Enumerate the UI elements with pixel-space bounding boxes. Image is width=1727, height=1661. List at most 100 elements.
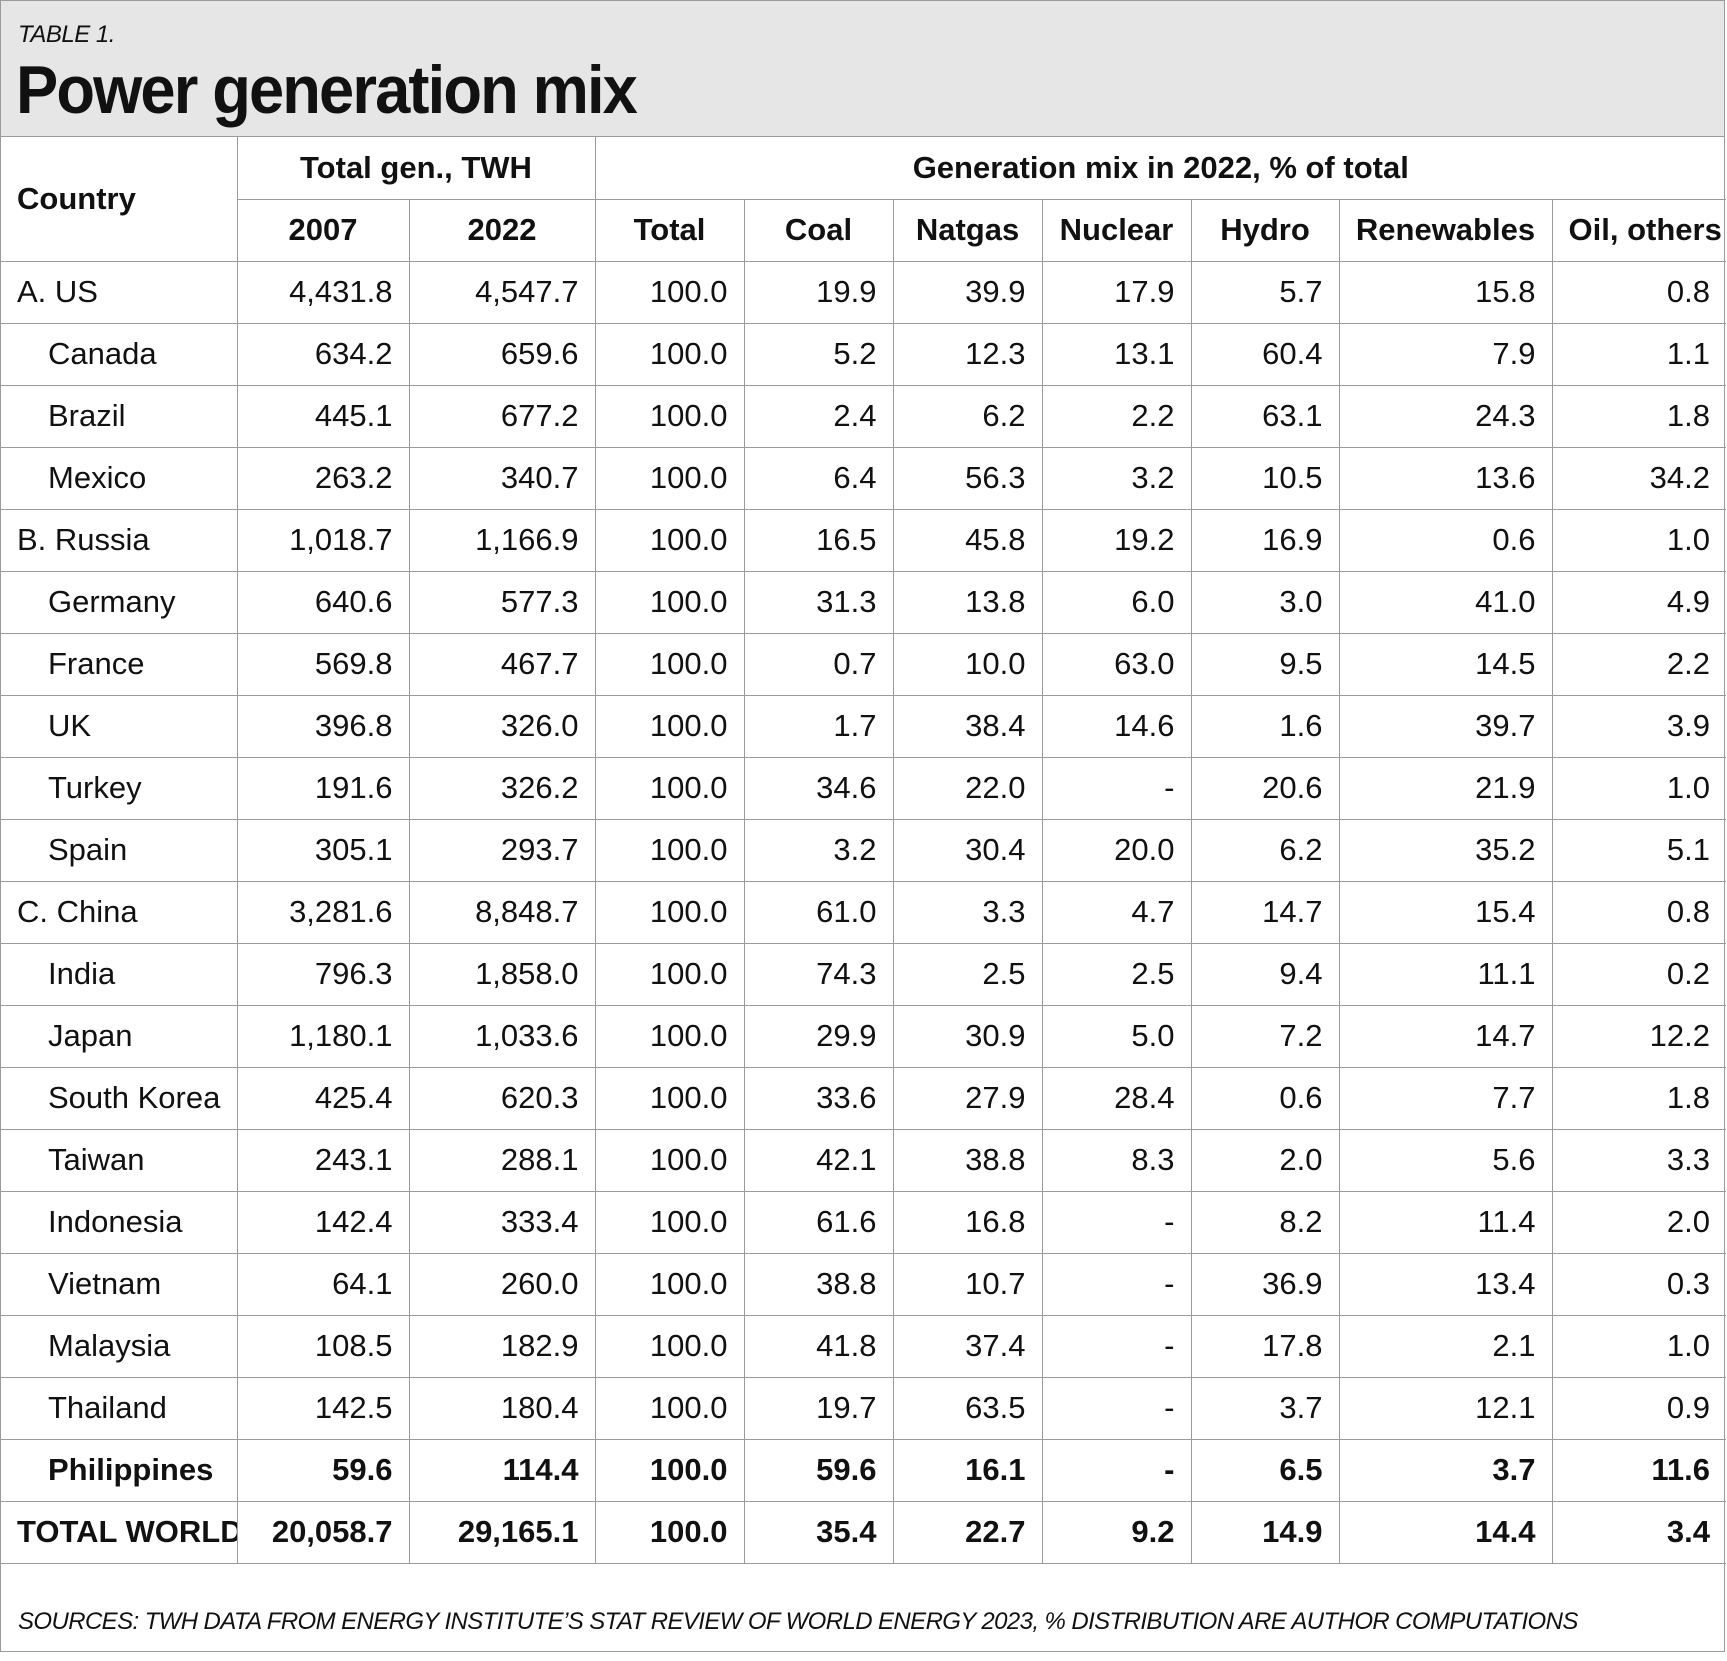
table-row: Philippines 59.6 114.4 100.0 59.6 16.1-6.5 3.7… xyxy=(1,1439,1727,1502)
value-cell: 114.4 xyxy=(409,1439,596,1502)
value-cell: 14.9 xyxy=(1191,1501,1340,1564)
value-cell: 14.7 xyxy=(1191,881,1340,944)
value-cell: 0.8 xyxy=(1552,261,1727,324)
value-cell: 1.6 xyxy=(1191,695,1340,758)
value-cell: 3.7 xyxy=(1191,1377,1340,1440)
value-cell: 2.5 xyxy=(893,943,1043,1006)
value-cell: 100.0 xyxy=(595,385,745,448)
value-cell: 142.4 xyxy=(237,1191,410,1254)
value-cell: 15.8 xyxy=(1339,261,1553,324)
value-cell: 22.0 xyxy=(893,757,1043,820)
value-cell: - xyxy=(1042,1377,1192,1440)
value-cell: - xyxy=(1042,1439,1192,1502)
country-cell: South Korea xyxy=(1,1067,238,1130)
value-cell: 64.1 xyxy=(237,1253,410,1316)
value-cell: 3.4 xyxy=(1552,1501,1727,1564)
value-cell: 100.0 xyxy=(595,447,745,510)
value-cell: 15.4 xyxy=(1339,881,1553,944)
value-cell: 445.1 xyxy=(237,385,410,448)
value-cell: 100.0 xyxy=(595,509,745,572)
value-cell: 1,018.7 xyxy=(237,509,410,572)
value-cell: 142.5 xyxy=(237,1377,410,1440)
value-cell: 1.0 xyxy=(1552,757,1727,820)
column-header-nuclear: Nuclear xyxy=(1042,199,1192,262)
value-cell: 3.9 xyxy=(1552,695,1727,758)
value-cell: 0.9 xyxy=(1552,1377,1727,1440)
value-cell: 100.0 xyxy=(595,757,745,820)
value-cell: 108.5 xyxy=(237,1315,410,1378)
value-cell: 0.6 xyxy=(1191,1067,1340,1130)
value-cell: 100.0 xyxy=(595,695,745,758)
country-cell: TOTAL WORLD xyxy=(1,1501,238,1564)
table-row: A. US 4,431.8 4,547.7 100.0 19.9 39.9 17.9 5.7 1… xyxy=(1,261,1727,324)
value-cell: 33.6 xyxy=(744,1067,894,1130)
value-cell: 293.7 xyxy=(409,819,596,882)
value-cell: - xyxy=(1042,757,1192,820)
value-cell: 61.6 xyxy=(744,1191,894,1254)
value-cell: 1.0 xyxy=(1552,509,1727,572)
value-cell: 31.3 xyxy=(744,571,894,634)
value-cell: - xyxy=(1042,1191,1192,1254)
country-cell: Japan xyxy=(1,1005,238,1068)
value-cell: 1.0 xyxy=(1552,1315,1727,1378)
value-cell: 2.2 xyxy=(1552,633,1727,696)
value-cell: 59.6 xyxy=(744,1439,894,1502)
value-cell: 9.5 xyxy=(1191,633,1340,696)
value-cell: 19.7 xyxy=(744,1377,894,1440)
table-row: Spain 305.1 293.7 100.0 3.2 30.4 20.0 6.2 35.2 5.… xyxy=(1,819,1727,882)
value-cell: 2.2 xyxy=(1042,385,1192,448)
value-cell: 1,858.0 xyxy=(409,943,596,1006)
value-cell: 9.4 xyxy=(1191,943,1340,1006)
value-cell: 191.6 xyxy=(237,757,410,820)
value-cell: 24.3 xyxy=(1339,385,1553,448)
table-row: Canada 634.2 659.6 100.0 5.2 12.3 13.1 60.4 7.9 1… xyxy=(1,323,1727,386)
value-cell: 100.0 xyxy=(595,1439,745,1502)
value-cell: 12.2 xyxy=(1552,1005,1727,1068)
column-header-natgas: Natgas xyxy=(893,199,1043,262)
country-cell: Mexico xyxy=(1,447,238,510)
value-cell: 10.5 xyxy=(1191,447,1340,510)
value-cell: 0.7 xyxy=(744,633,894,696)
value-cell: 30.9 xyxy=(893,1005,1043,1068)
header-row-1: Country Total gen., TWH Generation mix i… xyxy=(1,137,1727,262)
value-cell: - xyxy=(1042,1253,1192,1316)
value-cell: 13.1 xyxy=(1042,323,1192,386)
value-cell: 4.9 xyxy=(1552,571,1727,634)
value-cell: 30.4 xyxy=(893,819,1043,882)
value-cell: 100.0 xyxy=(595,943,745,1006)
value-cell: 288.1 xyxy=(409,1129,596,1192)
value-cell: 100.0 xyxy=(595,1005,745,1068)
table-row: Indonesia 142.4 333.4 100.0 61.6 16.8-8.2 11.4… xyxy=(1,1191,1727,1254)
value-cell: 5.6 xyxy=(1339,1129,1553,1192)
value-cell: 5.0 xyxy=(1042,1005,1192,1068)
value-cell: 21.9 xyxy=(1339,757,1553,820)
value-cell: 3,281.6 xyxy=(237,881,410,944)
value-cell: 59.6 xyxy=(237,1439,410,1502)
table-row: Turkey 191.6 326.2 100.0 34.6 22.0-20.6 21.9 1.… xyxy=(1,757,1727,820)
value-cell: 340.7 xyxy=(409,447,596,510)
value-cell: 20.0 xyxy=(1042,819,1192,882)
value-cell: 100.0 xyxy=(595,1501,745,1564)
value-cell: 396.8 xyxy=(237,695,410,758)
country-cell: Germany xyxy=(1,571,238,634)
value-cell: 100.0 xyxy=(595,881,745,944)
value-cell: 13.6 xyxy=(1339,447,1553,510)
value-cell: 4,431.8 xyxy=(237,261,410,324)
value-cell: 0.8 xyxy=(1552,881,1727,944)
value-cell: 39.7 xyxy=(1339,695,1553,758)
value-cell: 1,166.9 xyxy=(409,509,596,572)
value-cell: 3.0 xyxy=(1191,571,1340,634)
value-cell: 20,058.7 xyxy=(237,1501,410,1564)
value-cell: 7.9 xyxy=(1339,323,1553,386)
table-row: Malaysia 108.5 182.9 100.0 41.8 37.4-17.8 2.1 1… xyxy=(1,1315,1727,1378)
value-cell: 61.0 xyxy=(744,881,894,944)
table-row: TOTAL WORLD 20,058.7 29,165.1 100.0 35.4 22.7… xyxy=(1,1501,1727,1564)
value-cell: 634.2 xyxy=(237,323,410,386)
value-cell: 7.2 xyxy=(1191,1005,1340,1068)
value-cell: 1.7 xyxy=(744,695,894,758)
value-cell: 14.7 xyxy=(1339,1005,1553,1068)
country-cell: A. US xyxy=(1,261,238,324)
value-cell: 16.8 xyxy=(893,1191,1043,1254)
country-cell: Vietnam xyxy=(1,1253,238,1316)
